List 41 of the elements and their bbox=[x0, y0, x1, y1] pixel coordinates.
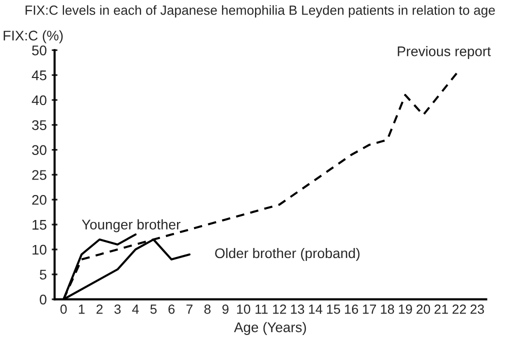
x-axis-title: Age (Years) bbox=[234, 322, 306, 335]
x-tick-label: 0 bbox=[60, 304, 67, 314]
y-axis-title: FIX:C (%) bbox=[4, 30, 63, 44]
y-tick-label: 10 bbox=[32, 244, 46, 255]
x-tick-label: 12 bbox=[273, 304, 286, 314]
x-tick-label: 7 bbox=[186, 304, 192, 314]
x-tick-label: 9 bbox=[222, 304, 228, 314]
y-tick-label: 35 bbox=[32, 120, 46, 130]
y-tick-label: 50 bbox=[32, 46, 46, 56]
x-tick-label: 8 bbox=[204, 304, 211, 314]
x-tick-label: 23 bbox=[470, 304, 484, 314]
x-tick-label: 21 bbox=[434, 304, 448, 314]
x-tick-label: 15 bbox=[327, 304, 340, 314]
chart-title: FIX:C levels in each of Japanese hemophilia B Leyden patients in relation to age bbox=[26, 5, 495, 18]
series-label: Younger brother bbox=[82, 219, 180, 232]
x-tick-label: 3 bbox=[114, 304, 121, 314]
x-tick-label: 6 bbox=[168, 304, 175, 314]
y-tick-label: 45 bbox=[32, 70, 46, 80]
y-tick-label: 20 bbox=[32, 194, 46, 205]
x-tick-label: 10 bbox=[237, 304, 250, 314]
y-tick-label: 40 bbox=[32, 95, 46, 106]
y-tick-label: 0 bbox=[40, 294, 46, 304]
x-tick-label: 5 bbox=[150, 304, 157, 314]
x-tick-label: 14 bbox=[309, 304, 322, 314]
x-tick-label: 17 bbox=[362, 304, 376, 314]
y-tick-label: 30 bbox=[32, 145, 46, 155]
x-tick-label: 18 bbox=[380, 304, 394, 314]
x-tick-label: 19 bbox=[398, 304, 412, 314]
x-tick-label: 16 bbox=[344, 304, 358, 314]
x-tick-label: 1 bbox=[78, 304, 85, 314]
y-tick-label: 5 bbox=[40, 270, 46, 280]
y-tick-label: 15 bbox=[32, 220, 46, 230]
x-tick-label: 4 bbox=[132, 304, 139, 314]
x-tick-label: 2 bbox=[96, 304, 103, 314]
series-label: Older brother (proband) bbox=[215, 248, 360, 261]
x-tick-label: 11 bbox=[256, 304, 268, 314]
x-tick-label: 22 bbox=[452, 304, 466, 314]
y-tick-label: 25 bbox=[32, 170, 46, 180]
x-tick-label: 20 bbox=[416, 304, 430, 314]
x-tick-label: 13 bbox=[291, 304, 304, 314]
series-label: Previous report bbox=[398, 46, 491, 59]
